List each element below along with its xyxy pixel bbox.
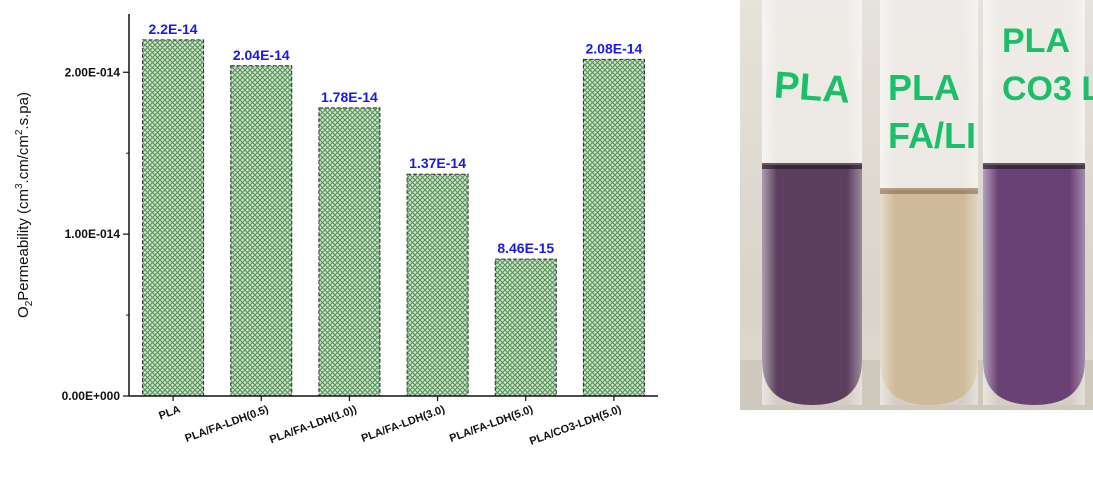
y-axis-label: O2Permeability (cm3.cm/cm2.s.pa) — [14, 92, 35, 318]
chart-svg: 2.2E-14 PLA 2.04E-14 PLA/FA-LDH(0.5) 1.78E-1… — [14, 14, 658, 448]
category-label-1: PLA/FA-LDH(0.5) — [183, 403, 270, 444]
value-label-4: 8.46E-15 — [497, 240, 554, 256]
category-label-3: PLA/FA-LDH(3.0) — [360, 403, 447, 444]
bars-layer — [142, 39, 645, 397]
category-label-0: PLA — [157, 404, 182, 423]
value-label-0: 2.2E-14 — [149, 21, 198, 37]
tube-label-pla: PLA — [773, 65, 852, 112]
permeability-chart: 2.2E-14 PLA 2.04E-14 PLA/FA-LDH(0.5) 1.78E-1… — [14, 14, 658, 448]
test-tube-photo: PLA PLA FA/LI PLA CO3 LI — [740, 0, 1093, 410]
bar-0 — [142, 39, 205, 397]
tube-pla-co3-ldh: PLA CO3 LI — [983, 0, 1093, 405]
bar-4 — [494, 258, 557, 397]
value-label-3: 1.37E-14 — [409, 155, 466, 171]
y-axis-label-part-5: 2 — [14, 129, 25, 135]
y-axis-label-part-0: O — [15, 306, 32, 318]
category-label-5: PLA/CO3-LDH(5.0) — [528, 403, 623, 447]
bar-2 — [318, 107, 381, 397]
tube-label-line-2-0: PLA — [1002, 22, 1070, 60]
tube-label-line-2-1: CO3 LI — [1002, 70, 1093, 108]
tube-pla: PLA — [762, 0, 862, 405]
tube-pla-fa-ldh: PLA FA/LI — [880, 0, 978, 405]
category-label-2: PLA/FA-LDH(1.0)) — [268, 403, 359, 446]
y-axis-label-part-1: 2 — [24, 300, 35, 306]
axes-layer — [123, 14, 658, 401]
y-tick-label-1: 1.00E-014 — [65, 227, 121, 241]
value-label-2: 1.78E-14 — [321, 89, 378, 105]
bar-1 — [230, 65, 293, 397]
tube-label-pla-co3-ldh: PLA CO3 LI — [1002, 22, 1093, 108]
tube-label-line-1-0: PLA — [888, 67, 960, 108]
value-label-1: 2.04E-14 — [233, 47, 290, 63]
bar-5 — [582, 58, 645, 397]
y-axis-label-part-3: 3 — [14, 183, 25, 189]
y-tick-label-0: 0.00E+000 — [62, 389, 121, 403]
y-axis-label-part-2: Permeability (cm — [15, 189, 32, 301]
y-axis-label-part-6: .s.pa) — [15, 92, 32, 130]
y-tick-label-2: 2.00E-014 — [65, 65, 121, 79]
bar-3 — [406, 173, 469, 397]
value-label-5: 2.08E-14 — [586, 40, 643, 56]
y-axis-label-part-4: .cm/cm — [15, 135, 32, 183]
test-tube-photo-svg: PLA PLA FA/LI PLA CO3 LI — [740, 0, 1093, 410]
category-label-4: PLA/FA-LDH(5.0) — [448, 403, 535, 444]
tube-label-pla-fa-ldh: PLA FA/LI — [888, 67, 976, 156]
tube-label-line-1-1: FA/LI — [888, 115, 976, 156]
tube-label-line-0-0: PLA — [773, 65, 852, 112]
